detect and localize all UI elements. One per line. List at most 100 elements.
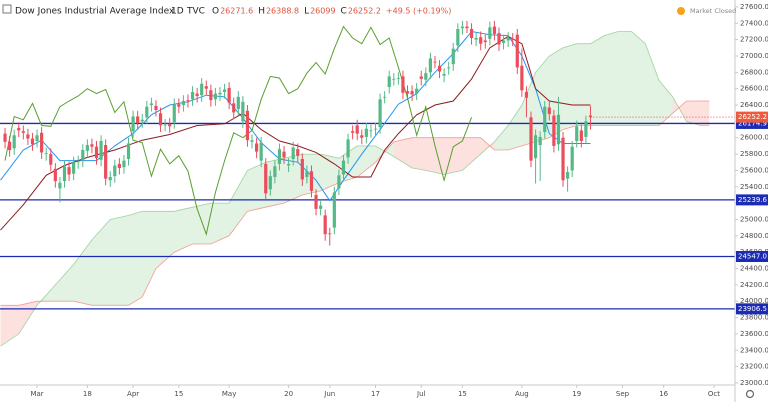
indicator-line — [4, 25, 473, 236]
candle-body — [396, 78, 400, 79]
candle-body — [145, 106, 149, 118]
candle-body — [355, 125, 359, 134]
cloud-segment — [91, 219, 111, 306]
y-tick-label: 26600.0 — [740, 85, 768, 93]
candle-body — [204, 86, 208, 89]
x-tick-label: 20 — [284, 390, 293, 398]
candle-body — [30, 138, 35, 145]
candle-body — [227, 87, 231, 103]
candle-body — [76, 161, 80, 163]
cloud-segment — [590, 35, 605, 126]
candle-body — [104, 145, 108, 179]
candle-body — [575, 126, 579, 142]
x-tick-label: 19 — [572, 390, 581, 398]
status-dot — [677, 7, 685, 15]
candle-body — [108, 176, 112, 181]
candle-body — [373, 128, 378, 130]
x-tick-label: Oct — [708, 390, 720, 398]
candle-body — [387, 76, 391, 88]
candle-body — [268, 176, 272, 190]
candle-body — [140, 119, 144, 122]
candle-body — [437, 65, 442, 72]
candle-body — [410, 91, 414, 95]
cloud-segment — [462, 137, 481, 171]
y-tick-label: 24200.0 — [740, 281, 768, 289]
cloud-segment — [229, 170, 248, 236]
y-tick-label: 27200.0 — [740, 36, 768, 44]
candle-body — [282, 151, 286, 158]
y-tick-label: 26800.0 — [740, 68, 768, 76]
candle-body — [419, 76, 423, 79]
ohlc-key: O — [212, 7, 219, 17]
level-label-box — [736, 251, 768, 263]
candle-body — [456, 29, 460, 46]
gear[interactable] — [745, 389, 755, 399]
level-label-box — [736, 117, 768, 129]
candle-body — [552, 115, 556, 146]
candle-body — [117, 163, 121, 168]
candle-body — [337, 175, 341, 189]
candle-body — [547, 107, 551, 115]
x-tick-label: 17 — [371, 390, 380, 398]
candle-body — [341, 160, 346, 175]
x-tick-label: 18 — [83, 390, 92, 398]
candle-body — [570, 146, 574, 171]
y-tick-label: 25000.0 — [740, 215, 768, 223]
y-tick-label: 24800.0 — [740, 232, 768, 240]
price-label-box — [736, 111, 768, 123]
candle-body — [62, 166, 67, 182]
candle-body — [364, 128, 368, 137]
cloud-segment — [210, 203, 230, 244]
candle-body — [543, 106, 547, 133]
candle-body — [424, 73, 428, 80]
x-tick-label: 15 — [174, 390, 183, 398]
source: TVC — [186, 7, 205, 17]
candle-body — [245, 110, 250, 141]
candle-body — [538, 136, 542, 146]
y-tick-label: 23000.0 — [740, 379, 768, 387]
cloud-segment — [686, 100, 701, 126]
cloud-segment — [604, 31, 618, 126]
candle-body — [524, 91, 529, 98]
candle-body — [259, 142, 263, 161]
candle-body — [186, 100, 190, 101]
candle-body — [12, 135, 16, 149]
candle-body — [584, 121, 588, 137]
menu-icon[interactable] — [2, 4, 12, 14]
candle-body — [177, 104, 181, 107]
candle-body — [392, 78, 396, 80]
x-tick-label: 15 — [458, 390, 467, 398]
ohlc-value: 26099 — [310, 7, 335, 16]
candle-body — [579, 130, 583, 142]
candle-body — [213, 93, 218, 100]
candle-body — [273, 166, 277, 177]
candle-body — [26, 134, 30, 139]
cloud-segment — [320, 154, 339, 191]
candle-body — [222, 89, 227, 92]
cloud-edge — [0, 31, 710, 347]
candle-body — [296, 149, 300, 156]
candle-body — [40, 132, 44, 153]
x-tick-label: Mar — [30, 390, 43, 398]
cloud-segment — [480, 137, 495, 155]
cloud-segment — [576, 43, 591, 126]
plot-area — [0, 20, 735, 347]
symbol-title: Dow Jones Industrial Average Index — [15, 7, 175, 17]
candle-body — [163, 124, 167, 126]
candle-body — [122, 160, 126, 168]
candle-body — [323, 215, 327, 235]
candle-body — [81, 149, 85, 161]
x-tick-label: Aug — [515, 390, 529, 398]
candle-body — [85, 145, 89, 151]
candle-body — [53, 168, 57, 182]
settings-icon[interactable] — [745, 389, 755, 399]
ohlc-value: 26271.6 — [220, 7, 253, 16]
interval: 1D — [171, 7, 184, 17]
candle-body — [72, 162, 76, 174]
candle-body — [94, 146, 99, 159]
candle-body — [254, 143, 259, 152]
candle-body — [506, 38, 510, 41]
x-tick-label: Jun — [323, 390, 335, 398]
candle-body — [415, 88, 419, 94]
ohlc-key: L — [304, 7, 309, 17]
